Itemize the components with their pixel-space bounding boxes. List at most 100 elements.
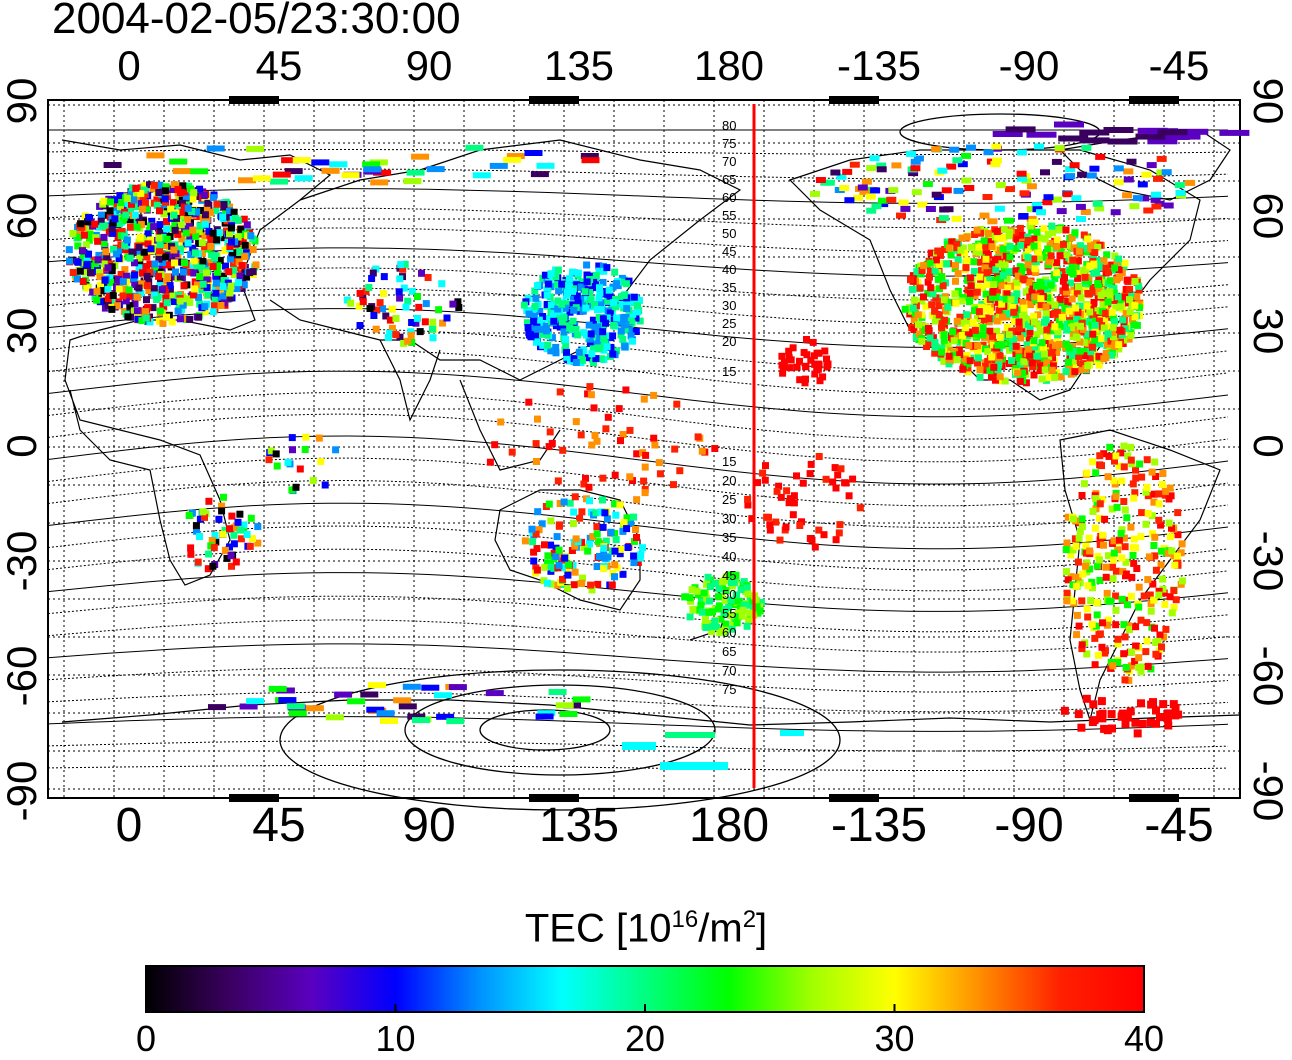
tec-point: [605, 286, 613, 294]
tec-point: [1120, 621, 1128, 629]
tec-point: [1101, 649, 1109, 657]
tec-point: [356, 322, 364, 329]
tec-point: [601, 509, 609, 517]
tec-point: [234, 266, 242, 274]
tec-point: [1105, 452, 1113, 460]
tec-point: [1131, 489, 1139, 497]
tec-point: [801, 379, 809, 387]
tec-point: [182, 193, 190, 201]
tec-point: [1160, 633, 1168, 641]
tec-point: [1041, 253, 1049, 261]
tec-point: [1078, 515, 1086, 523]
tec-point: [1170, 587, 1178, 595]
tec-point: [626, 326, 634, 334]
tec-point: [1138, 509, 1146, 517]
tec-point: [249, 268, 257, 276]
tec-point: [608, 581, 616, 589]
tec-point: [796, 522, 804, 529]
tec-point: [1025, 335, 1033, 343]
tec-point: [1157, 713, 1166, 722]
tec-point: [365, 284, 373, 291]
tec-point: [380, 718, 398, 724]
tec-point: [179, 301, 187, 309]
tec-point: [1024, 260, 1032, 268]
tec-point: [556, 388, 564, 396]
tec-point: [994, 205, 1005, 212]
tec-point: [196, 273, 204, 280]
tec-point: [752, 596, 760, 604]
tec-point: [1120, 463, 1128, 471]
tec-point: [590, 404, 598, 412]
tec-point: [687, 597, 695, 605]
tec-point: [954, 270, 962, 278]
tec-point: [971, 307, 978, 315]
tec-point: [174, 254, 182, 261]
tec-point: [547, 563, 555, 571]
tec-point: [593, 340, 601, 348]
tec-point: [1040, 169, 1050, 176]
tec-point: [849, 475, 857, 483]
tec-point: [1049, 362, 1057, 370]
tec-point: [1175, 190, 1186, 196]
tec-point: [84, 218, 92, 226]
tec-point: [472, 172, 491, 179]
tec-point: [370, 179, 389, 186]
tec-point: [527, 333, 535, 341]
tec-point: [1103, 127, 1134, 133]
tec-point: [372, 265, 380, 273]
tec-point: [623, 525, 631, 533]
tec-point: [984, 348, 992, 355]
tec-point: [909, 272, 917, 280]
tec-point: [133, 293, 141, 301]
tec-point: [212, 279, 220, 287]
tec-point: [174, 230, 182, 238]
tec-point: [400, 339, 408, 347]
tec-point: [950, 337, 958, 345]
tec-point: [1155, 587, 1163, 595]
tec-point: [1115, 255, 1122, 263]
tec-point: [208, 704, 226, 711]
tec-point: [1103, 251, 1111, 259]
tec-point: [543, 327, 550, 335]
tec-point: [1005, 331, 1013, 339]
tec-point: [201, 243, 209, 250]
tec-point: [544, 280, 552, 288]
tec-point: [534, 282, 541, 290]
tec-point: [143, 272, 151, 280]
tec-point: [94, 256, 102, 264]
tec-point: [401, 260, 409, 268]
tec-point: [162, 253, 170, 261]
tec-point: [100, 233, 108, 241]
tec-point: [931, 349, 939, 357]
tec-point: [191, 249, 199, 257]
tec-point: [439, 319, 447, 327]
tec-point: [739, 606, 747, 614]
tec-point: [204, 291, 212, 299]
tec-point: [554, 477, 562, 485]
tec-point: [106, 207, 114, 215]
tec-point: [715, 593, 722, 601]
tec-point: [1096, 500, 1104, 508]
tec-point: [617, 331, 625, 339]
tec-point: [240, 281, 248, 289]
tec-point: [1117, 712, 1126, 721]
tec-point: [576, 514, 583, 522]
tec-point: [1133, 565, 1141, 572]
tec-point: [989, 341, 997, 349]
tec-point: [1044, 353, 1052, 361]
tec-point: [76, 267, 84, 275]
tec-point: [1081, 352, 1089, 360]
tec-point: [1139, 195, 1150, 202]
tec-point: [246, 145, 265, 152]
tec-point: [1102, 264, 1110, 272]
tec-point: [1121, 676, 1129, 684]
contour-line: [47, 413, 1229, 463]
tec-point: [976, 273, 984, 281]
tec-point: [1060, 706, 1069, 715]
tec-point: [1086, 308, 1094, 316]
tec-point: [288, 434, 296, 442]
tec-point: [796, 357, 803, 365]
tec-point: [360, 691, 379, 698]
tec-point: [562, 342, 570, 350]
